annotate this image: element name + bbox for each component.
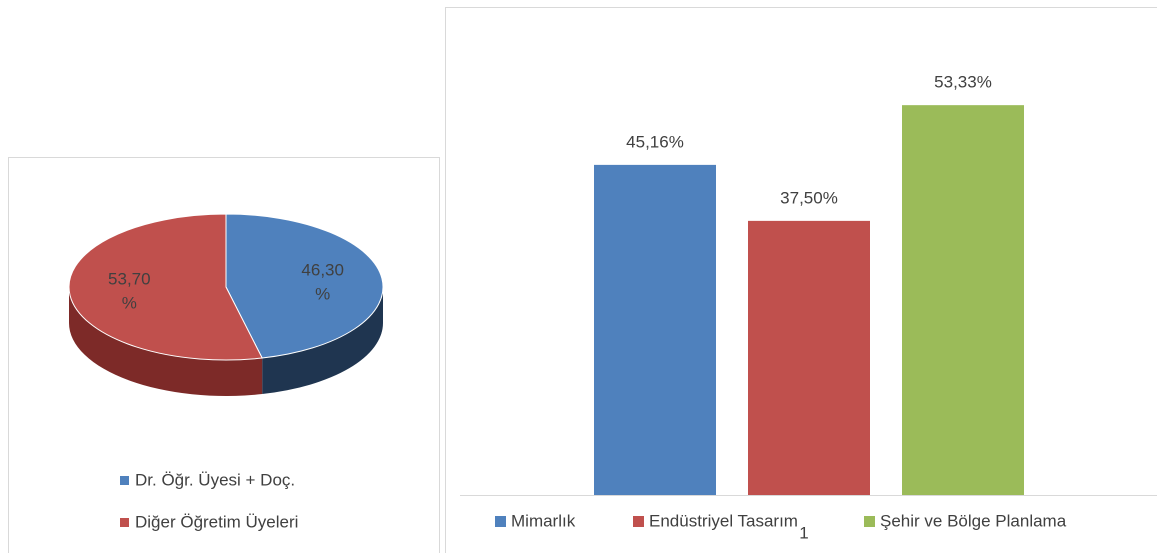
pie-side (68, 287, 263, 397)
legend-swatch (120, 518, 129, 527)
bar-panel (445, 7, 1157, 553)
bar-chart: 45,16% Mimarlık 37,50% Endüstriyel Tasarım 5… (460, 73, 1157, 530)
pie-slice (225, 213, 384, 359)
legend-label: Şehir ve Bölge Planlama (880, 511, 1067, 530)
pie-side (262, 287, 383, 395)
legend-label: Mimarlık (511, 511, 576, 530)
legend-label: Diğer Öğretim Üyeleri (135, 512, 298, 531)
data-label: 53,70% (108, 270, 151, 313)
data-label: 53,33% (934, 73, 992, 92)
legend-swatch (633, 516, 644, 527)
pie-panel (8, 157, 440, 553)
legend-label: Endüstriyel Tasarım (649, 511, 798, 530)
bar (594, 164, 716, 495)
legend-label: Dr. Öğr. Üyesi + Doç. (135, 470, 295, 489)
data-label: 45,16% (626, 132, 684, 151)
pie-chart: 46,30 % Dr. Öğr. Üyesi + Doç. 53,70 % Diğer Ö… (68, 213, 384, 531)
legend-swatch (495, 516, 506, 527)
pie-slice (68, 213, 263, 361)
data-label: 46,30% (301, 261, 344, 304)
legend-swatch (864, 516, 875, 527)
data-label: 37,50% (780, 188, 838, 207)
legend-swatch (120, 476, 129, 485)
bar (748, 220, 870, 495)
bar (902, 105, 1024, 495)
page-number: 1 (799, 523, 808, 542)
